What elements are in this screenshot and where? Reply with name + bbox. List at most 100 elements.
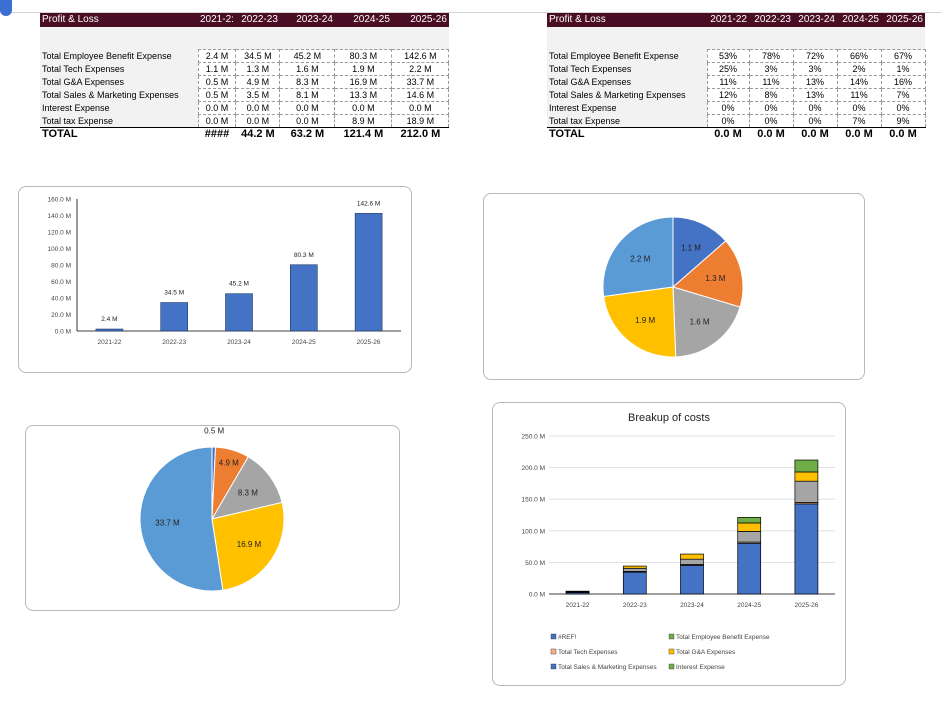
breakup-of-costs-chart[interactable]: Breakup of costs 0.0 M 50.0 M 100.0 M 150.0 … <box>492 402 846 686</box>
cell-value[interactable]: 12% <box>706 88 750 102</box>
cell-value[interactable]: 16.9 M <box>334 75 393 89</box>
pl-percent-rows: Total Employee Benefit Expense 53% 78% 72% 6… <box>547 49 926 128</box>
legend-swatch <box>668 633 675 640</box>
pl-amount-table: Profit & Loss 2021-2: 2022-23 2023-24 20… <box>40 13 450 140</box>
year-header: 2023-24 <box>279 13 335 27</box>
cell-value[interactable]: 7% <box>836 114 882 128</box>
cell-value[interactable]: 53% <box>706 49 750 63</box>
cell-value[interactable]: 142.6 M <box>391 49 450 63</box>
row-label: Total G&A Expenses <box>40 75 198 89</box>
cell-value[interactable]: 1.1 M <box>197 62 237 76</box>
sheet-gridline-row <box>0 0 942 13</box>
total-value: 0.0 M <box>881 127 925 140</box>
cell-value[interactable]: 3.5 M <box>235 88 281 102</box>
employee-benefit-bar-chart[interactable]: 0.0 M 20.0 M 40.0 M 60.0 M 80.0 M 100.0 M 120.… <box>18 186 412 373</box>
cell-value[interactable]: 33.7 M <box>391 75 450 89</box>
ga-expenses-pie-chart[interactable]: 0.5 M 4.9 M 8.3 M 16.9 M 33.7 M <box>25 425 400 611</box>
cell-value[interactable]: 14% <box>836 75 882 89</box>
cell-value[interactable]: 4.9 M <box>235 75 281 89</box>
cell-value[interactable]: 72% <box>792 49 838 63</box>
year-header: 2024-25 <box>837 13 881 27</box>
cell-value[interactable]: 0.0 M <box>197 101 237 115</box>
cell-value[interactable]: 2.2 M <box>391 62 450 76</box>
cell-value[interactable]: 8.9 M <box>334 114 393 128</box>
cell-value[interactable]: 0% <box>748 101 794 115</box>
cell-value[interactable]: 0% <box>836 101 882 115</box>
cell-value[interactable]: 66% <box>836 49 882 63</box>
cell-value[interactable]: 13.3 M <box>334 88 393 102</box>
legend-swatch <box>550 648 557 655</box>
cell-value[interactable]: 0.0 M <box>235 101 281 115</box>
slice-label: 2.2 M <box>630 254 650 263</box>
cell-value[interactable]: 14.6 M <box>391 88 450 102</box>
cell-value[interactable]: 9% <box>880 114 926 128</box>
cell-value[interactable]: 0.5 M <box>197 88 237 102</box>
cell-value[interactable]: 0.0 M <box>279 101 336 115</box>
cell-value[interactable]: 80.3 M <box>334 49 393 63</box>
cell-value[interactable]: 11% <box>836 88 882 102</box>
stacked-bar-segment <box>680 565 704 595</box>
cell-value[interactable]: 67% <box>880 49 926 63</box>
cell-value[interactable]: 0.0 M <box>334 101 393 115</box>
cell-value[interactable]: 3% <box>748 62 794 76</box>
cell-value[interactable]: 0% <box>880 101 926 115</box>
total-value: 212.0 M <box>391 127 449 140</box>
x-tick-label: 2025-26 <box>794 602 818 609</box>
y-tick-label: 160.0 M <box>48 197 72 204</box>
cell-value[interactable]: 78% <box>748 49 794 63</box>
cell-value[interactable]: 0% <box>706 114 750 128</box>
cell-value[interactable]: 2.4 M <box>197 49 237 63</box>
stacked-bar-segment <box>794 480 819 503</box>
pl-table-header: Profit & Loss 2021-22 2022-23 2023-24 20… <box>547 13 925 27</box>
cell-value[interactable]: 8.1 M <box>279 88 336 102</box>
pie-slice <box>671 240 744 308</box>
pie-slice <box>602 216 674 298</box>
cell-value[interactable]: 1.9 M <box>334 62 393 76</box>
slice-label: 4.9 M <box>219 458 239 467</box>
cell-value[interactable]: 0% <box>706 101 750 115</box>
data-label: 45.2 M <box>229 281 249 288</box>
cell-value[interactable]: 0% <box>792 101 838 115</box>
stacked-bar-segment <box>794 459 819 473</box>
cell-value[interactable]: 11% <box>706 75 750 89</box>
cell-value[interactable]: 7% <box>880 88 926 102</box>
cell-value[interactable]: 0.0 M <box>197 114 237 128</box>
cell-value[interactable]: 1.6 M <box>279 62 336 76</box>
slice-label: 1.9 M <box>635 316 655 325</box>
stacked-bar-segment <box>737 531 762 543</box>
cell-value[interactable]: 34.5 M <box>235 49 281 63</box>
cell-value[interactable]: 11% <box>748 75 794 89</box>
slice-label: 0.5 M <box>204 426 224 435</box>
cell-value[interactable]: 8% <box>748 88 794 102</box>
cell-value[interactable]: 8.3 M <box>279 75 336 89</box>
cell-value[interactable]: 18.9 M <box>391 114 450 128</box>
cell-value[interactable]: 3% <box>792 62 838 76</box>
cell-value[interactable]: 2% <box>836 62 882 76</box>
cell-value[interactable]: 0.0 M <box>391 101 450 115</box>
slice-label: 1.6 M <box>690 317 710 326</box>
stacked-bar-segment <box>737 516 762 524</box>
cell-value[interactable]: 0.0 M <box>279 114 336 128</box>
cell-value[interactable]: 0% <box>792 114 838 128</box>
stacked-bar-segment <box>737 522 762 532</box>
cell-value[interactable]: 1.3 M <box>235 62 281 76</box>
cell-value[interactable]: 13% <box>792 88 838 102</box>
cell-value[interactable]: 25% <box>706 62 750 76</box>
cell-value[interactable]: 0.5 M <box>197 75 237 89</box>
cell-value[interactable]: 1% <box>880 62 926 76</box>
tech-expenses-pie-chart[interactable]: 1.1 M 1.3 M 1.6 M 1.9 M 2.2 M <box>483 193 865 380</box>
year-header: 2025-26 <box>391 13 449 27</box>
stacked-bar-segment <box>622 571 647 595</box>
cell-value[interactable]: 0% <box>748 114 794 128</box>
row-label: Total tax Expense <box>40 114 198 128</box>
cell-value[interactable]: 45.2 M <box>279 49 336 63</box>
cell-value[interactable]: 16% <box>880 75 926 89</box>
table-title: Profit & Loss <box>547 13 707 27</box>
slice-label: 1.1 M <box>681 243 701 252</box>
sheet-corner-tab[interactable] <box>0 0 12 16</box>
stacked-bar-segment <box>680 558 704 565</box>
row-label: Total G&A Expenses <box>547 75 707 89</box>
cell-value[interactable]: 0.0 M <box>235 114 281 128</box>
data-label: 2.4 M <box>101 316 117 323</box>
cell-value[interactable]: 13% <box>792 75 838 89</box>
